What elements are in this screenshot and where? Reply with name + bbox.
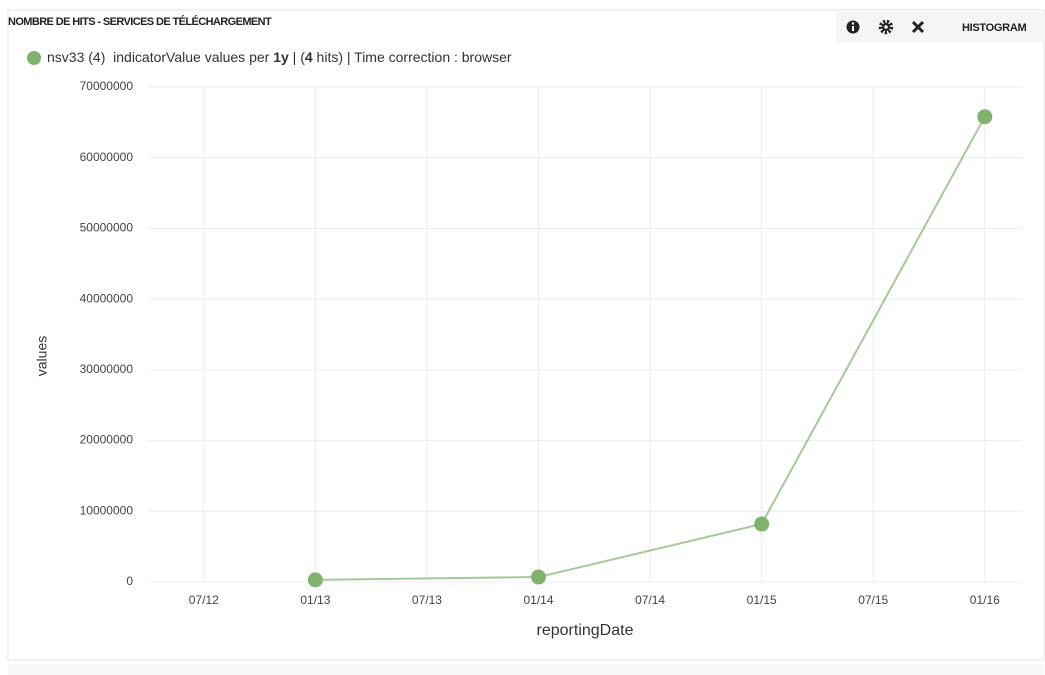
legend-detail: indicatorValue values per [113,49,273,65]
panel-title: NOMBRE DE HITS - SERVICES DE TÉLÉCHARGEM… [8,15,272,28]
panel-frame [7,9,1045,661]
x-tick-label: 01/15 [747,593,777,607]
y-tick-label: 60000000 [80,150,134,164]
data-point [754,516,770,532]
y-tick-label: 30000000 [80,362,134,376]
x-tick-label: 01/14 [523,593,553,607]
y-tick-label: 0 [126,574,133,588]
x-axis-label: reportingDate [537,622,634,639]
y-tick-label: 10000000 [80,503,134,517]
x-tick-label: 07/14 [635,593,665,607]
settings-icon[interactable] [878,19,894,35]
x-tick-label: 07/15 [858,593,888,607]
legend: nsv33 (4) indicatorValue values per 1y |… [47,49,512,65]
y-tick-label: 50000000 [80,221,134,235]
toolbar [836,12,1045,42]
legend-detail: hits) | Time correction : browser [313,49,512,65]
series-line [315,116,986,581]
mode-button[interactable]: HISTOGRAM [962,22,1027,34]
x-tick-label: 07/12 [189,593,219,607]
x-tick-label: 01/13 [300,593,330,607]
next-panel [8,664,1044,675]
x-tick-label: 01/16 [970,593,1000,607]
legend-detail: | ( [289,49,305,65]
y-tick-label: 40000000 [80,291,134,305]
legend-series-name: nsv33 (4) [47,49,105,65]
legend-detail: 4 [305,49,313,65]
close-icon[interactable] [911,20,925,34]
data-point [977,109,993,125]
legend-detail: 1y [273,49,289,65]
x-tick-label: 07/13 [412,593,442,607]
data-point [307,572,323,588]
y-axis-label: values [34,336,50,376]
info-icon[interactable] [846,20,860,34]
legend-gap [105,49,113,65]
y-tick-label: 70000000 [80,79,134,93]
y-tick-label: 20000000 [80,433,134,447]
legend-swatch [27,51,41,65]
data-point [531,569,547,585]
